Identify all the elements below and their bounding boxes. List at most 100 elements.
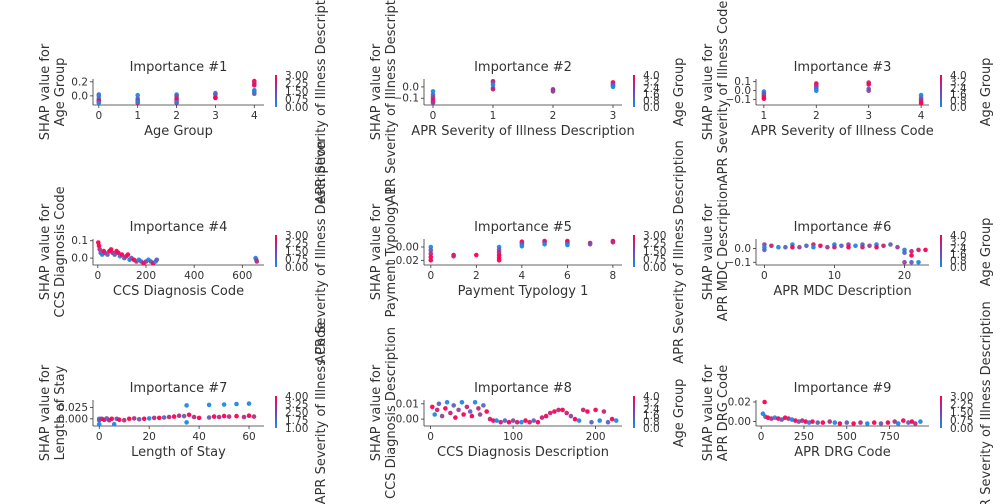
colorbar-label: APR Severity of Illness Description: [314, 140, 329, 363]
y-tick-label: 0.02: [728, 396, 751, 408]
x-tick-label: 200: [136, 270, 156, 282]
scatter-points: [430, 79, 616, 105]
data-point: [881, 243, 886, 249]
data-point: [116, 417, 122, 423]
colorbar: [275, 396, 277, 428]
data-point: [171, 414, 177, 419]
data-point: [453, 415, 458, 420]
y-axis-label: APR Severity of Illness Code: [716, 1, 731, 184]
x-axis-label: APR DRG Code: [794, 445, 890, 460]
colorbar-tick-label: 4.0: [643, 70, 660, 82]
colorbar-tick-label: 1.75: [285, 415, 308, 427]
y-tick-label: −0.1: [394, 93, 420, 105]
data-point: [213, 95, 218, 101]
data-point: [552, 409, 557, 414]
y-tick-label: −0.1: [726, 257, 752, 269]
data-point: [535, 419, 541, 425]
data-point: [866, 88, 871, 93]
data-point: [461, 412, 466, 417]
data-point: [474, 252, 479, 258]
data-point: [827, 419, 832, 424]
x-axis-label: Payment Typology 1: [458, 284, 589, 299]
data-point: [252, 87, 257, 93]
colorbar-label: Age Group: [672, 379, 687, 448]
data-point: [892, 419, 897, 424]
data-point: [443, 406, 448, 411]
data-point: [556, 407, 561, 413]
y-axis-label: SHAP value for: [701, 203, 716, 300]
data-point: [141, 416, 147, 422]
colorbar-tick-label: 1.50: [285, 86, 308, 98]
data-point: [820, 420, 826, 425]
x-tick-label: 3: [610, 110, 617, 122]
y-tick-label: 0.000: [58, 413, 88, 425]
data-point: [895, 244, 900, 250]
x-tick-label: 400: [184, 270, 204, 282]
colorbar: [940, 396, 942, 428]
data-point: [825, 244, 830, 250]
y-tick-label: 0.1: [734, 76, 751, 88]
y-tick-label: 0.025: [58, 402, 88, 414]
data-point: [799, 418, 805, 423]
y-tick-label: 0.0: [71, 90, 88, 102]
data-point: [428, 248, 434, 253]
y-axis-label: SHAP value for: [38, 203, 53, 300]
data-point: [252, 91, 257, 97]
data-point: [116, 250, 121, 256]
colorbar-label: Age Group: [672, 58, 687, 127]
data-point: [597, 418, 602, 423]
x-tick-label: 2: [473, 270, 480, 282]
y-axis-label: SHAP value for: [38, 43, 53, 140]
colorbar-tick-label: 2.4: [950, 243, 967, 255]
data-point: [776, 244, 781, 250]
x-tick-label: 2: [550, 110, 557, 122]
data-point: [572, 416, 578, 422]
colorbar-tick-label: 0.0: [950, 262, 967, 274]
scatter-points: [96, 401, 257, 427]
y-tick-label: 0.00: [396, 242, 419, 254]
colorbar-tick-label: 1.6: [643, 89, 660, 101]
y-tick-label: −0.02: [387, 255, 419, 267]
colorbar-tick-label: 2.25: [285, 78, 308, 90]
colorbar: [940, 235, 942, 267]
data-point: [547, 410, 553, 416]
data-point: [902, 260, 907, 265]
x-tick-label: 40: [192, 431, 205, 443]
colorbar-tick-label: 4.0: [950, 230, 967, 242]
y-tick-label: 0.0: [734, 85, 751, 97]
colorbar-tick-label: 2.50: [285, 407, 308, 419]
data-point: [514, 419, 520, 425]
y-axis-label: APR DRG Code: [716, 365, 731, 461]
data-point: [510, 418, 516, 423]
colorbar-tick-label: 1.50: [643, 246, 666, 258]
data-point: [246, 413, 252, 419]
colorbar-tick-label: 3.25: [285, 399, 308, 411]
colorbar-tick-label: 0.75: [285, 254, 308, 266]
x-tick-label: 0: [95, 110, 102, 122]
data-point: [565, 242, 570, 248]
plot-title: Importance #5: [474, 220, 572, 235]
y-axis-label: SHAP value for: [38, 364, 53, 461]
y-axis-label: CCS Diagnosis Description: [384, 327, 399, 499]
data-point: [221, 402, 227, 407]
scatter-points: [762, 242, 928, 265]
data-point: [428, 258, 434, 263]
colorbar-tick-label: 0.8: [643, 96, 660, 108]
x-tick-label: 0: [96, 431, 103, 443]
colorbar-tick-label: 3.2: [643, 76, 660, 88]
data-point: [909, 419, 915, 424]
colorbar-tick-label: 0.8: [643, 417, 660, 429]
data-point: [783, 244, 788, 250]
y-axis-label: Length of Stay: [53, 365, 68, 460]
colorbar-tick-label: 3.2: [950, 236, 967, 248]
y-tick-label: −0.1: [726, 94, 752, 106]
y-tick-label: 0.00: [728, 416, 751, 428]
data-point: [241, 414, 247, 420]
data-point: [444, 400, 450, 405]
data-point: [206, 415, 212, 420]
data-point: [539, 415, 545, 420]
x-tick-label: 2: [173, 110, 180, 122]
colorbar: [633, 396, 635, 428]
